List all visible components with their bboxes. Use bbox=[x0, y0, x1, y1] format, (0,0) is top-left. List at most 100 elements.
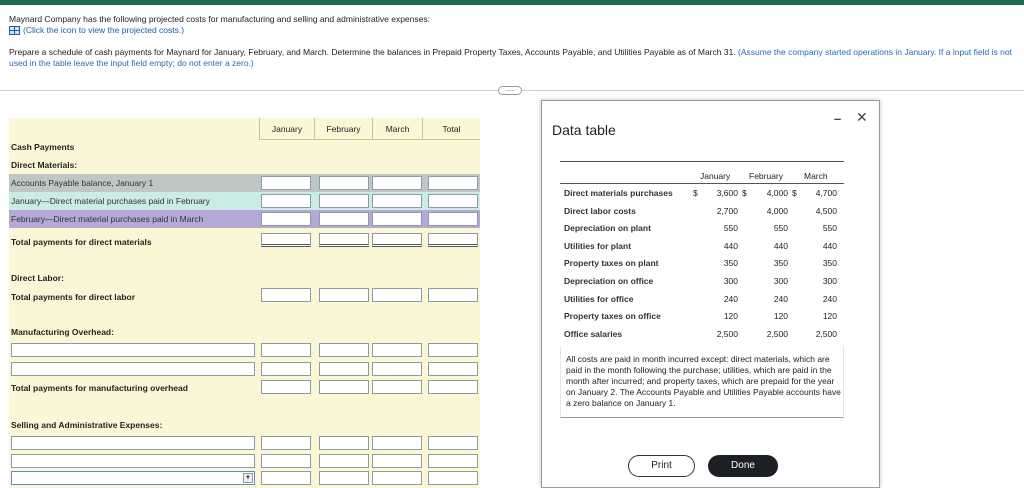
currency-feb: $ bbox=[742, 188, 747, 198]
minimize-icon[interactable]: – bbox=[834, 111, 842, 126]
ap-balance-jan-input[interactable] bbox=[261, 176, 311, 190]
row-label: Direct labor costs bbox=[564, 205, 636, 216]
total-dl-feb-input[interactable] bbox=[319, 288, 369, 302]
cell-feb: 2,500 bbox=[766, 328, 788, 339]
view-costs-link[interactable]: (Click the icon to view the projected co… bbox=[9, 25, 184, 35]
sga-line3-select[interactable]: ▼ bbox=[11, 471, 255, 485]
total-mo-jan-input[interactable] bbox=[261, 380, 311, 394]
cell-jan: 350 bbox=[723, 258, 738, 269]
cell-feb: 550 bbox=[773, 223, 788, 234]
sga-line1-jan-input[interactable] bbox=[261, 436, 311, 450]
close-icon[interactable]: ✕ bbox=[856, 109, 868, 125]
mfg-overhead-heading: Manufacturing Overhead: bbox=[11, 327, 114, 337]
ap-balance-feb-input[interactable] bbox=[319, 176, 369, 190]
cell-feb: 240 bbox=[773, 293, 788, 304]
sga-line3-jan-input[interactable] bbox=[261, 471, 311, 485]
th-february: February bbox=[749, 171, 784, 181]
total-mo-total-input[interactable] bbox=[428, 380, 478, 394]
sga-line1-feb-input[interactable] bbox=[319, 436, 369, 450]
table-row: Office salaries 2,500 2,500 2,500 bbox=[560, 325, 844, 343]
feb-paid-mar-mar-input[interactable] bbox=[372, 212, 422, 226]
expand-more-button[interactable]: ..... bbox=[498, 86, 522, 95]
row-label: Utilities for office bbox=[564, 293, 634, 304]
total-dl-label: Total payments for direct labor bbox=[11, 292, 136, 302]
table-row: Direct materials purchases $3,600 $4,000 $4… bbox=[560, 184, 844, 202]
mo-line1-total-input[interactable] bbox=[428, 343, 478, 357]
sga-line2-mar-input[interactable] bbox=[372, 454, 422, 468]
print-button[interactable]: Print bbox=[628, 455, 695, 477]
note-box bbox=[560, 346, 844, 418]
jan-paid-feb-mar-input[interactable] bbox=[372, 194, 422, 208]
cash-payments-heading: Cash Payments bbox=[11, 142, 75, 152]
mo-line2-jan-input[interactable] bbox=[261, 362, 311, 376]
th-march: March bbox=[804, 171, 828, 181]
table-row: Depreciation on office 300 300 300 bbox=[560, 272, 844, 290]
total-mo-mar-input[interactable] bbox=[372, 380, 422, 394]
total-dm-mar-input[interactable] bbox=[372, 233, 422, 247]
jan-paid-feb-jan-input[interactable] bbox=[261, 194, 311, 208]
ap-balance-label: Accounts Payable balance, January 1 bbox=[9, 174, 259, 192]
data-table-dialog: Data table – ✕ January February March Di… bbox=[541, 100, 880, 488]
sga-heading: Selling and Administrative Expenses: bbox=[11, 420, 163, 430]
sga-line2-label-input[interactable] bbox=[11, 454, 255, 468]
sga-line1-label-input[interactable] bbox=[11, 436, 255, 450]
sga-line3-total-input[interactable] bbox=[428, 471, 478, 485]
total-dm-feb-input[interactable] bbox=[319, 233, 369, 247]
mo-line2-feb-input[interactable] bbox=[319, 362, 369, 376]
total-dm-jan-input[interactable] bbox=[261, 233, 311, 247]
currency-jan: $ bbox=[693, 188, 698, 198]
row-label: Utilities for plant bbox=[564, 240, 632, 251]
total-dl-jan-input[interactable] bbox=[261, 288, 311, 302]
mo-line2-label-input[interactable] bbox=[11, 362, 255, 376]
row-label: Property taxes on plant bbox=[564, 258, 659, 269]
row-label: Depreciation on plant bbox=[564, 223, 651, 234]
cell-jan: 2,700 bbox=[716, 205, 738, 216]
sga-line1-total-input[interactable] bbox=[428, 436, 478, 450]
table-body: Direct materials purchases $3,600 $4,000 $4… bbox=[560, 184, 844, 342]
total-mo-feb-input[interactable] bbox=[319, 380, 369, 394]
cell-mar: 440 bbox=[822, 240, 837, 251]
table-row: Property taxes on office 120 120 120 bbox=[560, 307, 844, 325]
table-row: Property taxes on plant 350 350 350 bbox=[560, 254, 844, 272]
cell-mar: 120 bbox=[822, 311, 837, 322]
th-january: January bbox=[700, 171, 731, 181]
total-dm-total-input[interactable] bbox=[428, 233, 478, 247]
ap-balance-total-input[interactable] bbox=[428, 176, 478, 190]
cell-jan: 3,600 bbox=[716, 188, 738, 198]
mo-line2-total-input[interactable] bbox=[428, 362, 478, 376]
mo-line1-feb-input[interactable] bbox=[319, 343, 369, 357]
view-costs-link-text[interactable]: (Click the icon to view the projected co… bbox=[23, 25, 185, 35]
jan-paid-feb-feb-input[interactable] bbox=[319, 194, 369, 208]
row-label: Office salaries bbox=[564, 328, 623, 339]
feb-paid-mar-total-input[interactable] bbox=[428, 212, 478, 226]
top-accent-bar bbox=[0, 0, 1024, 5]
mo-line1-label-input[interactable] bbox=[11, 343, 255, 357]
sga-line3-feb-input[interactable] bbox=[319, 471, 369, 485]
done-button[interactable]: Done bbox=[708, 455, 778, 477]
ap-balance-mar-input[interactable] bbox=[372, 176, 422, 190]
feb-paid-mar-feb-input[interactable] bbox=[319, 212, 369, 226]
mo-line1-mar-input[interactable] bbox=[372, 343, 422, 357]
cell-mar: 2,500 bbox=[815, 328, 837, 339]
total-dl-total-input[interactable] bbox=[428, 288, 478, 302]
mo-line2-mar-input[interactable] bbox=[372, 362, 422, 376]
total-dl-mar-input[interactable] bbox=[372, 288, 422, 302]
cell-jan: 440 bbox=[723, 240, 738, 251]
cell-feb: 4,000 bbox=[766, 188, 788, 198]
cell-jan: 120 bbox=[723, 311, 738, 322]
mo-line1-jan-input[interactable] bbox=[261, 343, 311, 357]
sga-line2-total-input[interactable] bbox=[428, 454, 478, 468]
feb-paid-mar-jan-input[interactable] bbox=[261, 212, 311, 226]
jan-paid-feb-total-input[interactable] bbox=[428, 194, 478, 208]
cell-feb: 120 bbox=[773, 311, 788, 322]
sga-line2-feb-input[interactable] bbox=[319, 454, 369, 468]
dropdown-arrow-icon[interactable]: ▼ bbox=[243, 473, 253, 483]
table-row: Direct labor costs 2,700 4,000 4,500 bbox=[560, 202, 844, 220]
cash-payments-worksheet: January February March Total Cash Paymen… bbox=[9, 118, 480, 488]
table-icon[interactable] bbox=[9, 25, 20, 35]
sga-line1-mar-input[interactable] bbox=[372, 436, 422, 450]
cell-jan: 550 bbox=[723, 223, 738, 234]
dialog-title: Data table bbox=[552, 122, 616, 138]
sga-line3-mar-input[interactable] bbox=[372, 471, 422, 485]
sga-line2-jan-input[interactable] bbox=[261, 454, 311, 468]
